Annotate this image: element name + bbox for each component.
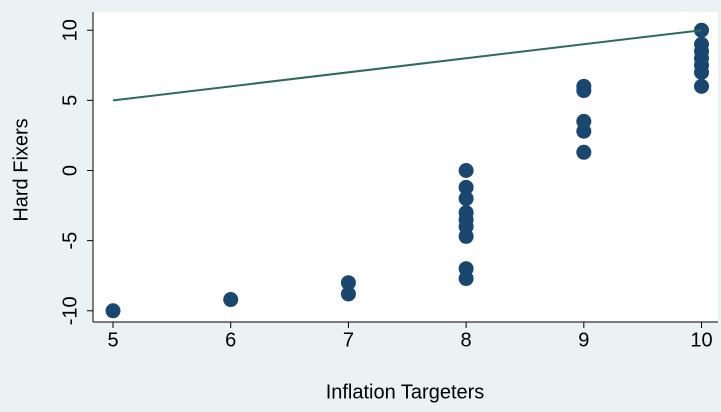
y-tick-label: -5 — [59, 232, 81, 250]
point — [105, 303, 121, 319]
x-tick-label: 9 — [578, 329, 589, 351]
point — [458, 163, 474, 179]
x-axis-title: Inflation Targeters — [326, 381, 485, 403]
plot-area — [93, 12, 718, 322]
x-tick-label: 5 — [107, 329, 118, 351]
fit-line — [112, 29, 702, 102]
y-tick-label: 0 — [59, 165, 81, 176]
x-tick-label: 10 — [690, 329, 712, 351]
point — [458, 179, 474, 195]
x-tick-label: 8 — [461, 329, 472, 351]
x-tick-label: 6 — [225, 329, 236, 351]
y-tick-label: 5 — [59, 95, 81, 106]
point — [340, 275, 356, 291]
point — [340, 286, 356, 302]
point — [576, 144, 592, 160]
y-tick-label: -10 — [59, 296, 81, 325]
point — [458, 228, 474, 244]
point — [458, 271, 474, 287]
point — [694, 78, 710, 94]
x-tick-label: 7 — [343, 329, 354, 351]
point — [576, 123, 592, 139]
y-tick-label: 10 — [59, 19, 81, 41]
point — [694, 64, 710, 80]
point — [458, 191, 474, 207]
point — [576, 83, 592, 99]
y-axis-title: Hard Fixers — [10, 118, 32, 221]
point — [223, 292, 239, 308]
